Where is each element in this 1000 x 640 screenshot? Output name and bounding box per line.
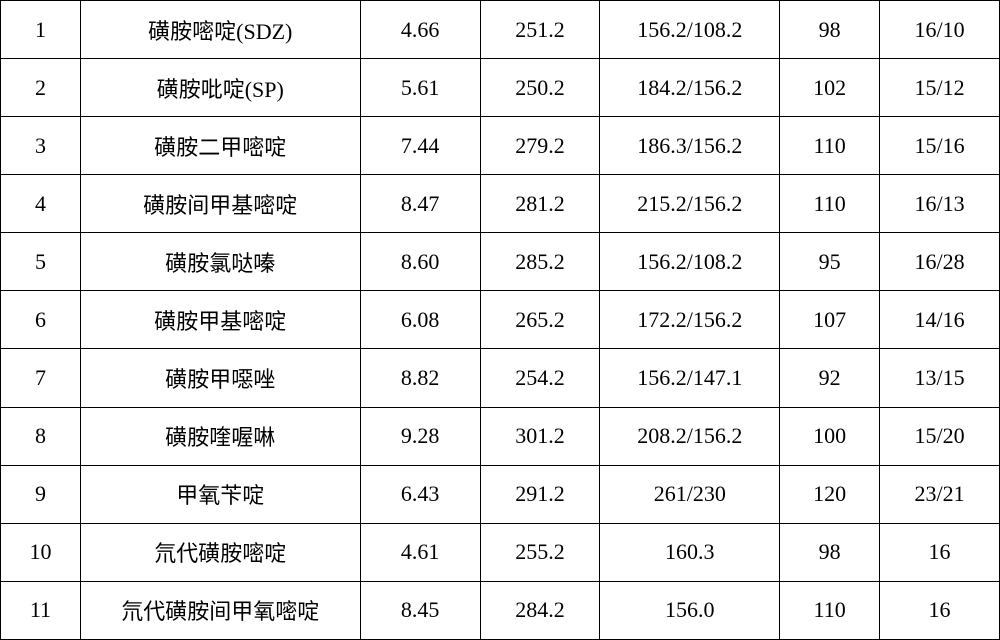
cell-val-c: 261/230 — [600, 465, 780, 523]
cell-val-e: 16 — [880, 523, 1000, 581]
cell-val-b: 254.2 — [480, 349, 600, 407]
cell-name: 磺胺氯哒嗪 — [80, 233, 360, 291]
data-table: 1 磺胺嘧啶(SDZ) 4.66 251.2 156.2/108.2 98 16… — [0, 0, 1000, 640]
cell-name: 磺胺吡啶(SP) — [80, 59, 360, 117]
cell-index: 3 — [1, 117, 81, 175]
cell-val-a: 6.08 — [360, 291, 480, 349]
cell-index: 4 — [1, 175, 81, 233]
cell-val-d: 107 — [780, 291, 880, 349]
cell-val-b: 301.2 — [480, 407, 600, 465]
cell-index: 6 — [1, 291, 81, 349]
cell-val-e: 13/15 — [880, 349, 1000, 407]
cell-val-c: 156.2/108.2 — [600, 1, 780, 59]
cell-val-d: 110 — [780, 581, 880, 639]
cell-val-a: 7.44 — [360, 117, 480, 175]
cell-val-a: 8.45 — [360, 581, 480, 639]
cell-val-b: 285.2 — [480, 233, 600, 291]
cell-index: 2 — [1, 59, 81, 117]
table-row: 2 磺胺吡啶(SP) 5.61 250.2 184.2/156.2 102 15… — [1, 59, 1000, 117]
cell-val-c: 184.2/156.2 — [600, 59, 780, 117]
cell-val-d: 120 — [780, 465, 880, 523]
cell-val-e: 16 — [880, 581, 1000, 639]
cell-val-d: 110 — [780, 175, 880, 233]
cell-val-b: 255.2 — [480, 523, 600, 581]
cell-name: 磺胺喹喔啉 — [80, 407, 360, 465]
cell-index: 8 — [1, 407, 81, 465]
cell-val-c: 208.2/156.2 — [600, 407, 780, 465]
cell-name: 磺胺甲基嘧啶 — [80, 291, 360, 349]
cell-name: 磺胺嘧啶(SDZ) — [80, 1, 360, 59]
cell-index: 5 — [1, 233, 81, 291]
cell-name: 氘代磺胺嘧啶 — [80, 523, 360, 581]
cell-val-a: 8.47 — [360, 175, 480, 233]
cell-index: 7 — [1, 349, 81, 407]
cell-val-d: 110 — [780, 117, 880, 175]
cell-index: 10 — [1, 523, 81, 581]
cell-val-a: 4.61 — [360, 523, 480, 581]
cell-val-c: 186.3/156.2 — [600, 117, 780, 175]
cell-val-e: 15/16 — [880, 117, 1000, 175]
table-row: 4 磺胺间甲基嘧啶 8.47 281.2 215.2/156.2 110 16/… — [1, 175, 1000, 233]
cell-val-e: 15/12 — [880, 59, 1000, 117]
cell-val-a: 5.61 — [360, 59, 480, 117]
cell-val-e: 23/21 — [880, 465, 1000, 523]
table-body: 1 磺胺嘧啶(SDZ) 4.66 251.2 156.2/108.2 98 16… — [1, 1, 1000, 640]
cell-val-a: 6.43 — [360, 465, 480, 523]
cell-val-d: 100 — [780, 407, 880, 465]
cell-val-c: 156.2/147.1 — [600, 349, 780, 407]
cell-val-b: 291.2 — [480, 465, 600, 523]
cell-val-c: 215.2/156.2 — [600, 175, 780, 233]
cell-val-e: 15/20 — [880, 407, 1000, 465]
table-container: 1 磺胺嘧啶(SDZ) 4.66 251.2 156.2/108.2 98 16… — [0, 0, 1000, 640]
cell-val-d: 92 — [780, 349, 880, 407]
table-row: 7 磺胺甲噁唑 8.82 254.2 156.2/147.1 92 13/15 — [1, 349, 1000, 407]
cell-val-e: 14/16 — [880, 291, 1000, 349]
table-row: 8 磺胺喹喔啉 9.28 301.2 208.2/156.2 100 15/20 — [1, 407, 1000, 465]
cell-index: 11 — [1, 581, 81, 639]
cell-val-c: 156.2/108.2 — [600, 233, 780, 291]
cell-val-e: 16/28 — [880, 233, 1000, 291]
table-row: 1 磺胺嘧啶(SDZ) 4.66 251.2 156.2/108.2 98 16… — [1, 1, 1000, 59]
table-row: 5 磺胺氯哒嗪 8.60 285.2 156.2/108.2 95 16/28 — [1, 233, 1000, 291]
cell-val-d: 98 — [780, 523, 880, 581]
table-row: 10 氘代磺胺嘧啶 4.61 255.2 160.3 98 16 — [1, 523, 1000, 581]
table-row: 6 磺胺甲基嘧啶 6.08 265.2 172.2/156.2 107 14/1… — [1, 291, 1000, 349]
table-row: 9 甲氧苄啶 6.43 291.2 261/230 120 23/21 — [1, 465, 1000, 523]
cell-val-e: 16/10 — [880, 1, 1000, 59]
cell-val-a: 8.82 — [360, 349, 480, 407]
cell-val-a: 8.60 — [360, 233, 480, 291]
cell-val-b: 279.2 — [480, 117, 600, 175]
cell-val-b: 284.2 — [480, 581, 600, 639]
cell-name: 氘代磺胺间甲氧嘧啶 — [80, 581, 360, 639]
cell-index: 9 — [1, 465, 81, 523]
cell-name: 磺胺二甲嘧啶 — [80, 117, 360, 175]
cell-index: 1 — [1, 1, 81, 59]
table-row: 3 磺胺二甲嘧啶 7.44 279.2 186.3/156.2 110 15/1… — [1, 117, 1000, 175]
cell-val-b: 265.2 — [480, 291, 600, 349]
cell-val-d: 95 — [780, 233, 880, 291]
cell-val-a: 9.28 — [360, 407, 480, 465]
cell-val-a: 4.66 — [360, 1, 480, 59]
cell-val-e: 16/13 — [880, 175, 1000, 233]
cell-val-b: 281.2 — [480, 175, 600, 233]
cell-name: 磺胺甲噁唑 — [80, 349, 360, 407]
cell-val-d: 98 — [780, 1, 880, 59]
cell-val-c: 160.3 — [600, 523, 780, 581]
cell-val-c: 156.0 — [600, 581, 780, 639]
cell-val-c: 172.2/156.2 — [600, 291, 780, 349]
cell-val-d: 102 — [780, 59, 880, 117]
cell-val-b: 251.2 — [480, 1, 600, 59]
cell-val-b: 250.2 — [480, 59, 600, 117]
cell-name: 甲氧苄啶 — [80, 465, 360, 523]
cell-name: 磺胺间甲基嘧啶 — [80, 175, 360, 233]
table-row: 11 氘代磺胺间甲氧嘧啶 8.45 284.2 156.0 110 16 — [1, 581, 1000, 639]
